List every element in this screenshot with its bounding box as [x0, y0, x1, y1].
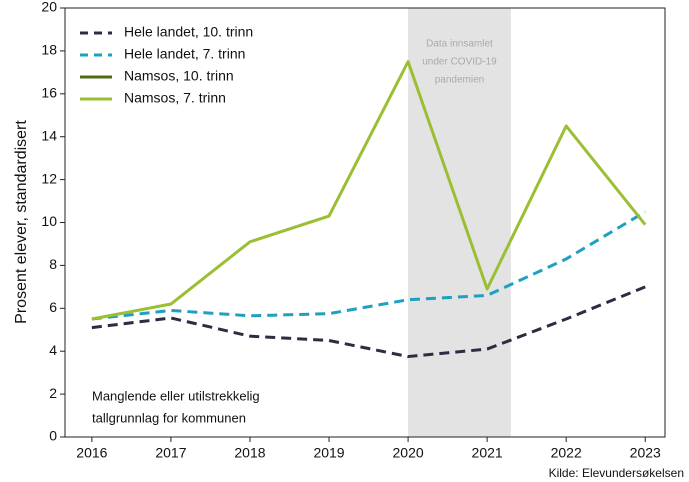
- y-axis-label: Prosent elever, standardisert: [13, 120, 30, 324]
- y-tick-label: 8: [49, 256, 57, 272]
- series-line: [91, 285, 646, 359]
- y-tick-label: 6: [49, 299, 57, 315]
- series-line: [91, 210, 647, 321]
- y-tick-label: 2: [49, 385, 57, 401]
- x-tick-label: 2019: [313, 445, 344, 461]
- x-tick-label: 2016: [76, 445, 107, 461]
- x-tick-label: 2023: [630, 445, 661, 461]
- shade-label: Data innsamlet: [426, 39, 493, 50]
- x-tick-label: 2017: [155, 445, 186, 461]
- y-tick-label: 0: [49, 428, 57, 444]
- source: Kilde: Elevundersøkelsen: [549, 466, 684, 480]
- shade-label: under COVID-19: [422, 57, 497, 68]
- y-tick-label: 10: [41, 213, 57, 229]
- note: tallgrunnlag for kommunen: [92, 410, 246, 425]
- x-tick-label: 2022: [551, 445, 582, 461]
- y-tick-label: 12: [41, 170, 57, 186]
- y-tick-label: 16: [41, 85, 57, 101]
- legend-label: Namsos, 7. trinn: [124, 90, 226, 106]
- series-line: [91, 60, 647, 321]
- x-tick-label: 2018: [234, 445, 265, 461]
- x-tick-label: 2021: [472, 445, 503, 461]
- y-tick-label: 4: [49, 342, 57, 358]
- note: Manglende eller utilstrekkelig: [92, 388, 260, 403]
- shaded-region: [408, 8, 511, 437]
- legend-label: Namsos, 10. trinn: [124, 68, 234, 84]
- y-tick-label: 14: [41, 127, 57, 143]
- legend-label: Hele landet, 7. trinn: [124, 46, 245, 62]
- shade-label: pandemien: [435, 75, 484, 86]
- y-tick-label: 20: [41, 0, 57, 15]
- x-tick-label: 2020: [393, 445, 424, 461]
- legend-label: Hele landet, 10. trinn: [124, 24, 253, 40]
- y-tick-label: 18: [41, 42, 57, 58]
